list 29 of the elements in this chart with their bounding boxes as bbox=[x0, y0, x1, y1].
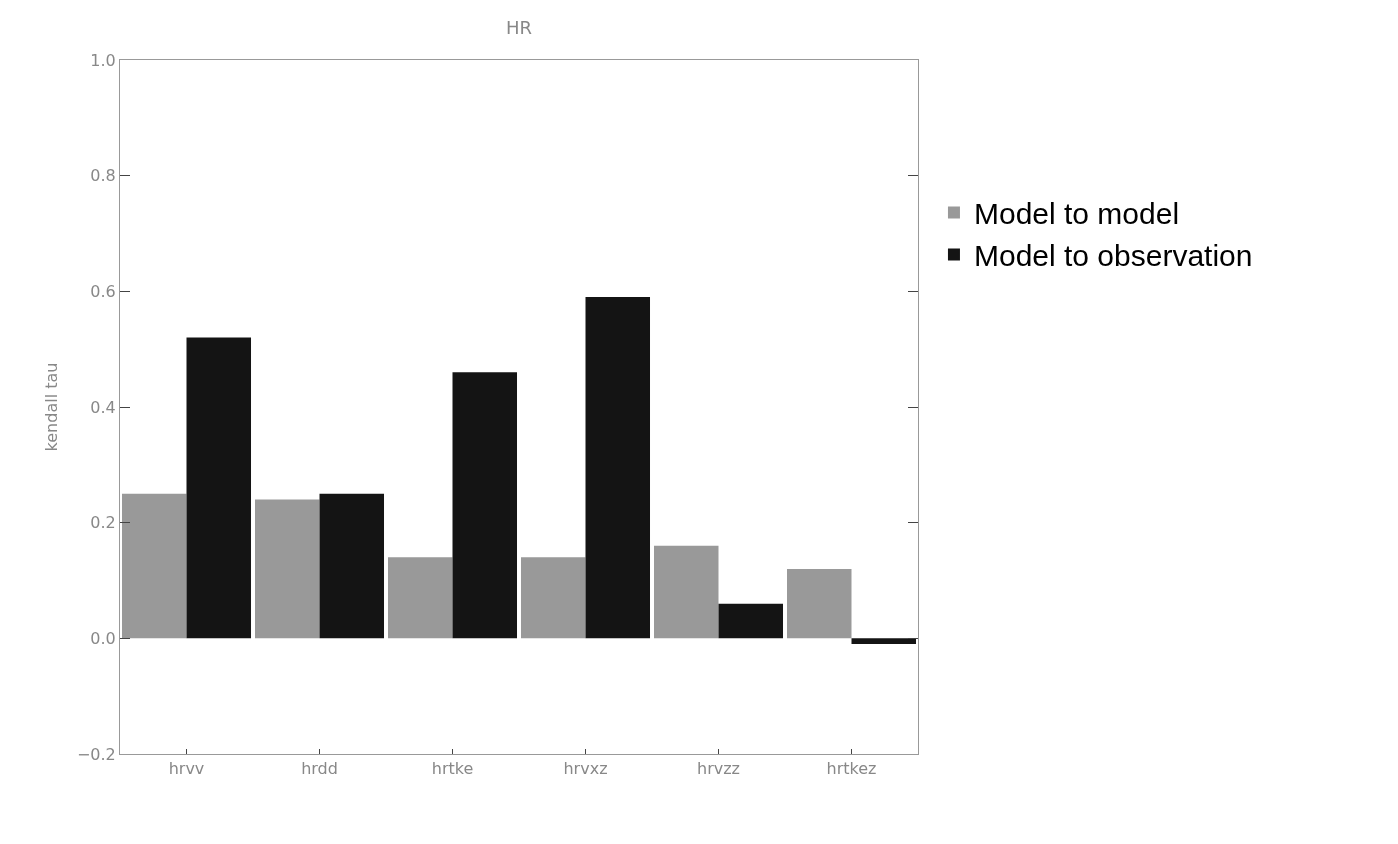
x-tick-label: hrvxz bbox=[563, 759, 608, 779]
x-tick-label: hrtkez bbox=[826, 759, 877, 779]
bar bbox=[255, 499, 320, 639]
y-tick-label: −0.2 bbox=[76, 744, 116, 764]
chart-title: HR bbox=[505, 16, 533, 38]
bar bbox=[122, 493, 187, 639]
y-tick-label: 0.2 bbox=[90, 513, 116, 533]
y-tick-label: 0.0 bbox=[90, 628, 116, 648]
y-tick-label: 0.6 bbox=[90, 281, 116, 301]
bar bbox=[718, 603, 784, 639]
legend-label: Model to model bbox=[973, 197, 1180, 231]
bar bbox=[452, 372, 518, 639]
y-tick-label: 0.4 bbox=[90, 397, 116, 417]
y-tick-label: 1.0 bbox=[90, 50, 116, 70]
y-axis-title: kendall tau bbox=[41, 362, 61, 452]
bar bbox=[654, 545, 719, 639]
bar bbox=[388, 557, 453, 639]
x-tick-label: hrvv bbox=[168, 759, 205, 779]
y-tick-label: 0.8 bbox=[90, 166, 116, 186]
bar bbox=[851, 638, 917, 645]
bar bbox=[186, 337, 252, 639]
x-tick-label: hrtke bbox=[431, 759, 474, 779]
x-tick-label: hrdd bbox=[301, 759, 338, 779]
x-tick-label: hrvzz bbox=[697, 759, 740, 779]
bar bbox=[319, 493, 385, 639]
legend-label: Model to observation bbox=[973, 239, 1253, 273]
bar bbox=[521, 557, 586, 639]
bar bbox=[787, 568, 852, 639]
bar bbox=[585, 297, 651, 639]
